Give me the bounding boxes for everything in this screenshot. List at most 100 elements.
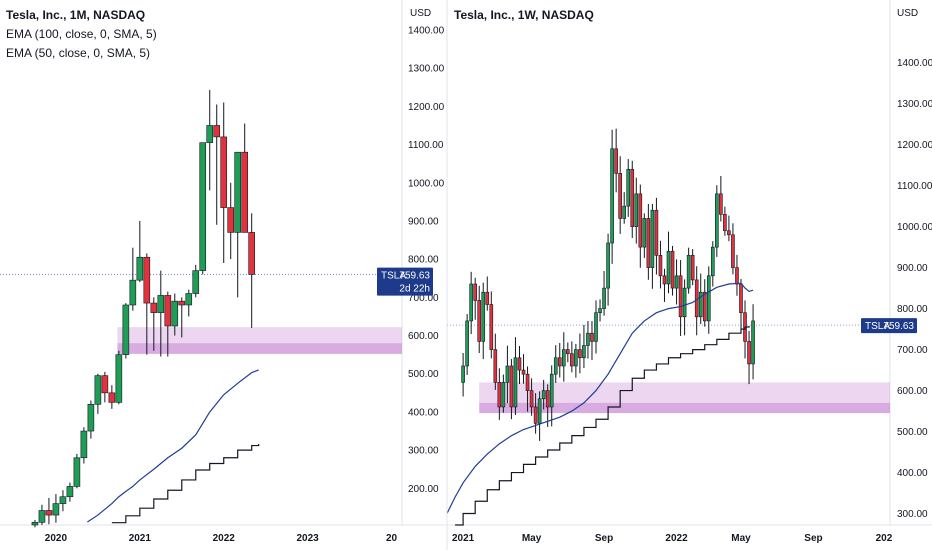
candle[interactable] bbox=[129, 247, 137, 311]
candle[interactable] bbox=[702, 279, 707, 327]
candle[interactable] bbox=[650, 203, 655, 289]
candle[interactable] bbox=[501, 374, 506, 413]
candle[interactable] bbox=[751, 304, 755, 380]
candle[interactable] bbox=[566, 342, 570, 363]
candle[interactable] bbox=[574, 343, 578, 378]
support-zone[interactable] bbox=[479, 382, 890, 403]
candle[interactable] bbox=[227, 182, 235, 260]
candle[interactable] bbox=[537, 391, 542, 441]
candle[interactable] bbox=[157, 270, 165, 357]
candle[interactable] bbox=[505, 345, 510, 404]
candle[interactable] bbox=[489, 291, 494, 359]
support-zone[interactable] bbox=[117, 343, 402, 354]
candle[interactable] bbox=[477, 285, 482, 354]
candle[interactable] bbox=[715, 185, 719, 257]
candle[interactable] bbox=[469, 271, 473, 335]
ema-50-line[interactable] bbox=[455, 325, 750, 526]
candle[interactable] bbox=[602, 271, 606, 316]
candle[interactable] bbox=[553, 345, 558, 383]
candle[interactable] bbox=[606, 233, 610, 306]
candle[interactable] bbox=[481, 282, 486, 360]
candle[interactable] bbox=[618, 156, 622, 234]
candle[interactable] bbox=[525, 366, 530, 412]
candle[interactable] bbox=[561, 332, 566, 382]
candle[interactable] bbox=[686, 247, 691, 294]
candle[interactable] bbox=[199, 142, 207, 275]
candle[interactable] bbox=[570, 341, 574, 373]
candle[interactable] bbox=[150, 297, 158, 351]
candle[interactable] bbox=[497, 368, 502, 420]
support-zone[interactable] bbox=[479, 402, 890, 414]
candle[interactable] bbox=[626, 159, 631, 217]
candle[interactable] bbox=[598, 299, 602, 322]
candle[interactable] bbox=[582, 324, 586, 369]
candle[interactable] bbox=[614, 128, 618, 193]
candle[interactable] bbox=[115, 350, 123, 405]
candle[interactable] bbox=[241, 123, 248, 233]
candle[interactable] bbox=[192, 264, 200, 298]
candle[interactable] bbox=[171, 293, 179, 336]
candle[interactable] bbox=[678, 260, 683, 336]
support-zone[interactable] bbox=[117, 327, 402, 344]
candle[interactable] bbox=[642, 213, 647, 258]
candle[interactable] bbox=[206, 89, 214, 191]
candle[interactable] bbox=[586, 321, 590, 359]
candle[interactable] bbox=[248, 213, 255, 328]
candle[interactable] bbox=[719, 175, 723, 222]
candle[interactable] bbox=[73, 453, 81, 489]
candle[interactable] bbox=[727, 215, 731, 242]
candle[interactable] bbox=[654, 197, 659, 275]
candle[interactable] bbox=[80, 427, 88, 464]
candle[interactable] bbox=[638, 184, 643, 268]
indicator-ema-50[interactable]: EMA (50, close, 0, SMA, 5) bbox=[6, 46, 151, 60]
ema-100-line[interactable] bbox=[87, 369, 259, 523]
candle[interactable] bbox=[509, 359, 514, 420]
candle[interactable] bbox=[220, 102, 228, 263]
candle[interactable] bbox=[674, 259, 679, 305]
candle[interactable] bbox=[646, 203, 651, 280]
candle[interactable] bbox=[101, 371, 109, 403]
candle[interactable] bbox=[698, 273, 703, 325]
candle[interactable] bbox=[45, 497, 53, 525]
candle[interactable] bbox=[690, 249, 695, 286]
candle[interactable] bbox=[533, 393, 538, 434]
candle[interactable] bbox=[590, 321, 594, 361]
candle[interactable] bbox=[185, 289, 193, 317]
candle[interactable] bbox=[517, 345, 522, 385]
candle[interactable] bbox=[59, 490, 67, 512]
candle[interactable] bbox=[529, 378, 534, 416]
candle[interactable] bbox=[87, 400, 95, 439]
candle[interactable] bbox=[735, 254, 739, 296]
candle[interactable] bbox=[610, 129, 614, 264]
candle[interactable] bbox=[465, 314, 469, 375]
candle[interactable] bbox=[473, 277, 477, 320]
candle[interactable] bbox=[622, 192, 627, 224]
candle[interactable] bbox=[122, 303, 130, 359]
ema-100-line[interactable] bbox=[446, 282, 754, 514]
candle[interactable] bbox=[723, 206, 727, 236]
candle[interactable] bbox=[178, 297, 186, 338]
candle[interactable] bbox=[594, 300, 598, 354]
candle[interactable] bbox=[52, 494, 60, 523]
candle[interactable] bbox=[541, 379, 546, 410]
candle[interactable] bbox=[143, 253, 151, 355]
candle[interactable] bbox=[493, 333, 498, 390]
candle[interactable] bbox=[670, 245, 675, 296]
monthly-chart-pane[interactable]: 1400.00 1300.00 1200.00 1100.00 1000.00 900.0… bbox=[0, 0, 447, 544]
candle[interactable] bbox=[682, 279, 687, 336]
candle[interactable] bbox=[634, 177, 639, 244]
ema-50-line[interactable] bbox=[111, 444, 260, 524]
candle[interactable] bbox=[136, 220, 144, 283]
candle[interactable] bbox=[578, 333, 582, 374]
candle[interactable] bbox=[630, 160, 635, 239]
candle[interactable] bbox=[545, 384, 550, 428]
candle[interactable] bbox=[108, 385, 116, 409]
candle[interactable] bbox=[731, 223, 735, 275]
indicator-ema-100[interactable]: EMA (100, close, 0, SMA, 5) bbox=[6, 27, 157, 41]
candle[interactable] bbox=[710, 241, 715, 287]
weekly-chart-pane[interactable]: 1400.00 1300.00 1200.00 1100.00 1000.00 900.0… bbox=[446, 0, 932, 544]
candle[interactable] bbox=[213, 104, 221, 225]
candle[interactable] bbox=[706, 266, 711, 334]
